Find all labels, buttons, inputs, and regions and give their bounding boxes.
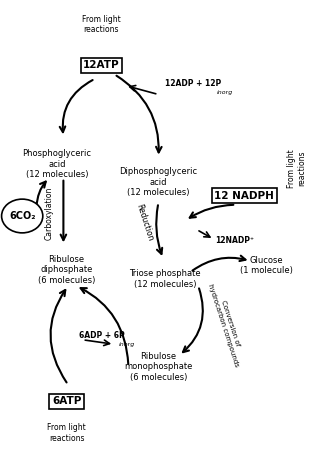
Text: From light
reactions: From light reactions bbox=[47, 423, 86, 443]
Text: Glucose
(1 molecule): Glucose (1 molecule) bbox=[240, 256, 293, 275]
Text: 6ATP: 6ATP bbox=[52, 396, 81, 406]
Text: inorg: inorg bbox=[119, 342, 135, 347]
Text: Conversion of
hydrocarbon compounds: Conversion of hydrocarbon compounds bbox=[207, 281, 246, 367]
Text: Ribulose
monophosphate
(6 molecules): Ribulose monophosphate (6 molecules) bbox=[124, 352, 193, 382]
Text: From light
reactions: From light reactions bbox=[82, 15, 121, 35]
Text: inorg: inorg bbox=[217, 90, 233, 95]
Text: 6ADP + 6P: 6ADP + 6P bbox=[79, 331, 125, 340]
Text: Reduction: Reduction bbox=[134, 203, 154, 243]
Text: 12 NADPH: 12 NADPH bbox=[214, 191, 274, 201]
Text: 6CO₂: 6CO₂ bbox=[9, 211, 36, 221]
Text: 12ADP + 12P: 12ADP + 12P bbox=[165, 79, 221, 88]
Text: Triose phosphate
(12 molecules): Triose phosphate (12 molecules) bbox=[129, 269, 201, 289]
Text: 12ATP: 12ATP bbox=[83, 60, 120, 70]
Text: Diphosphoglyceric
acid
(12 molecules): Diphosphoglyceric acid (12 molecules) bbox=[120, 167, 197, 197]
Text: Carboxylation: Carboxylation bbox=[45, 187, 54, 240]
Ellipse shape bbox=[2, 199, 43, 233]
Text: 12NADP⁺: 12NADP⁺ bbox=[216, 236, 255, 245]
Text: Phosphoglyceric
acid
(12 molecules): Phosphoglyceric acid (12 molecules) bbox=[23, 149, 92, 179]
Text: Ribulose
diphosphate
(6 molecules): Ribulose diphosphate (6 molecules) bbox=[38, 255, 95, 285]
Text: From light
reactions: From light reactions bbox=[287, 149, 306, 188]
